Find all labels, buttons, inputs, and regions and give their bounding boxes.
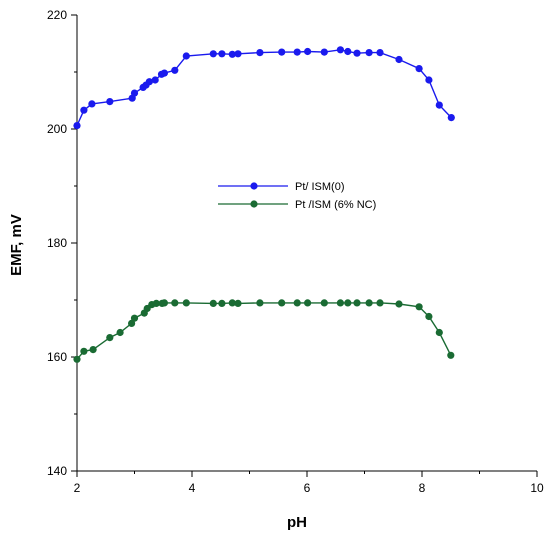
data-point	[80, 106, 88, 114]
legend: Pt/ ISM(0) Pt /ISM (6% NC)	[218, 181, 376, 211]
x-ticks: 2 4 6 8 10	[74, 471, 544, 495]
data-point	[304, 299, 312, 307]
y-tick-label: 200	[47, 122, 67, 136]
data-point	[218, 299, 226, 307]
data-point	[435, 328, 443, 337]
data-point	[365, 299, 373, 307]
series-line	[76, 302, 452, 360]
data-point	[182, 299, 190, 307]
data-point	[228, 299, 236, 307]
data-point	[73, 355, 81, 363]
data-point	[415, 65, 423, 73]
x-tick-label: 2	[74, 481, 81, 495]
data-point	[278, 48, 286, 56]
data-point	[160, 299, 168, 307]
data-point	[171, 66, 179, 74]
y-axis-title: EMF, mV	[8, 214, 25, 276]
data-point	[376, 299, 384, 307]
data-point	[182, 52, 190, 60]
y-ticks: 140 160 180 200 220	[47, 8, 77, 478]
data-point	[130, 314, 139, 322]
data-point	[425, 312, 433, 321]
data-point	[116, 328, 124, 337]
data-point	[234, 50, 242, 58]
data-point	[256, 49, 264, 57]
data-point	[365, 49, 373, 57]
series-line	[76, 49, 452, 126]
data-point	[80, 347, 88, 355]
data-point	[320, 299, 328, 307]
series-layer	[73, 46, 455, 363]
x-tick-label: 10	[530, 481, 544, 495]
x-axis-title: pH	[287, 514, 307, 531]
data-point	[106, 98, 114, 106]
data-point	[353, 299, 361, 307]
data-point	[376, 49, 384, 57]
y-tick-label: 140	[47, 464, 67, 478]
data-point	[130, 89, 139, 97]
data-point	[293, 299, 301, 307]
series-1	[73, 299, 455, 363]
data-point	[447, 114, 455, 122]
y-tick-label: 180	[47, 236, 67, 250]
data-point	[152, 299, 160, 307]
x-tick-label: 6	[304, 481, 311, 495]
data-point	[278, 299, 286, 307]
data-point	[415, 303, 423, 311]
data-point	[304, 47, 312, 56]
data-point	[395, 55, 403, 64]
series-0	[73, 46, 455, 130]
data-point	[151, 76, 159, 84]
data-point	[73, 122, 81, 130]
data-point	[209, 299, 217, 307]
legend-label-ism0: Pt/ ISM(0)	[295, 181, 345, 193]
data-point	[145, 78, 153, 86]
data-point	[293, 48, 301, 56]
data-point	[344, 299, 352, 307]
data-point	[234, 299, 242, 307]
data-point	[447, 351, 455, 359]
data-point	[89, 346, 97, 354]
data-point	[395, 300, 403, 308]
data-point	[353, 49, 361, 57]
y-tick-label: 160	[47, 350, 67, 364]
x-tick-label: 8	[419, 481, 426, 495]
legend-label-ism6nc: Pt /ISM (6% NC)	[295, 199, 376, 211]
axes: 2 4 6 8 10 140 160 180 200 220	[47, 8, 544, 495]
data-point	[320, 48, 328, 56]
data-point	[256, 299, 264, 307]
data-point	[344, 47, 352, 56]
data-point	[106, 334, 114, 342]
legend-marker-ism6nc	[250, 200, 258, 208]
data-point	[336, 299, 344, 307]
x-tick-label: 4	[189, 481, 196, 495]
data-point	[160, 69, 168, 77]
data-point	[425, 76, 433, 84]
data-point	[209, 50, 217, 58]
data-point	[435, 101, 443, 109]
data-point	[88, 100, 96, 108]
data-point	[336, 46, 344, 54]
data-point	[218, 50, 226, 58]
legend-marker-ism0	[250, 182, 258, 190]
data-point	[228, 50, 236, 58]
y-tick-label: 220	[47, 8, 67, 22]
data-point	[171, 299, 179, 307]
